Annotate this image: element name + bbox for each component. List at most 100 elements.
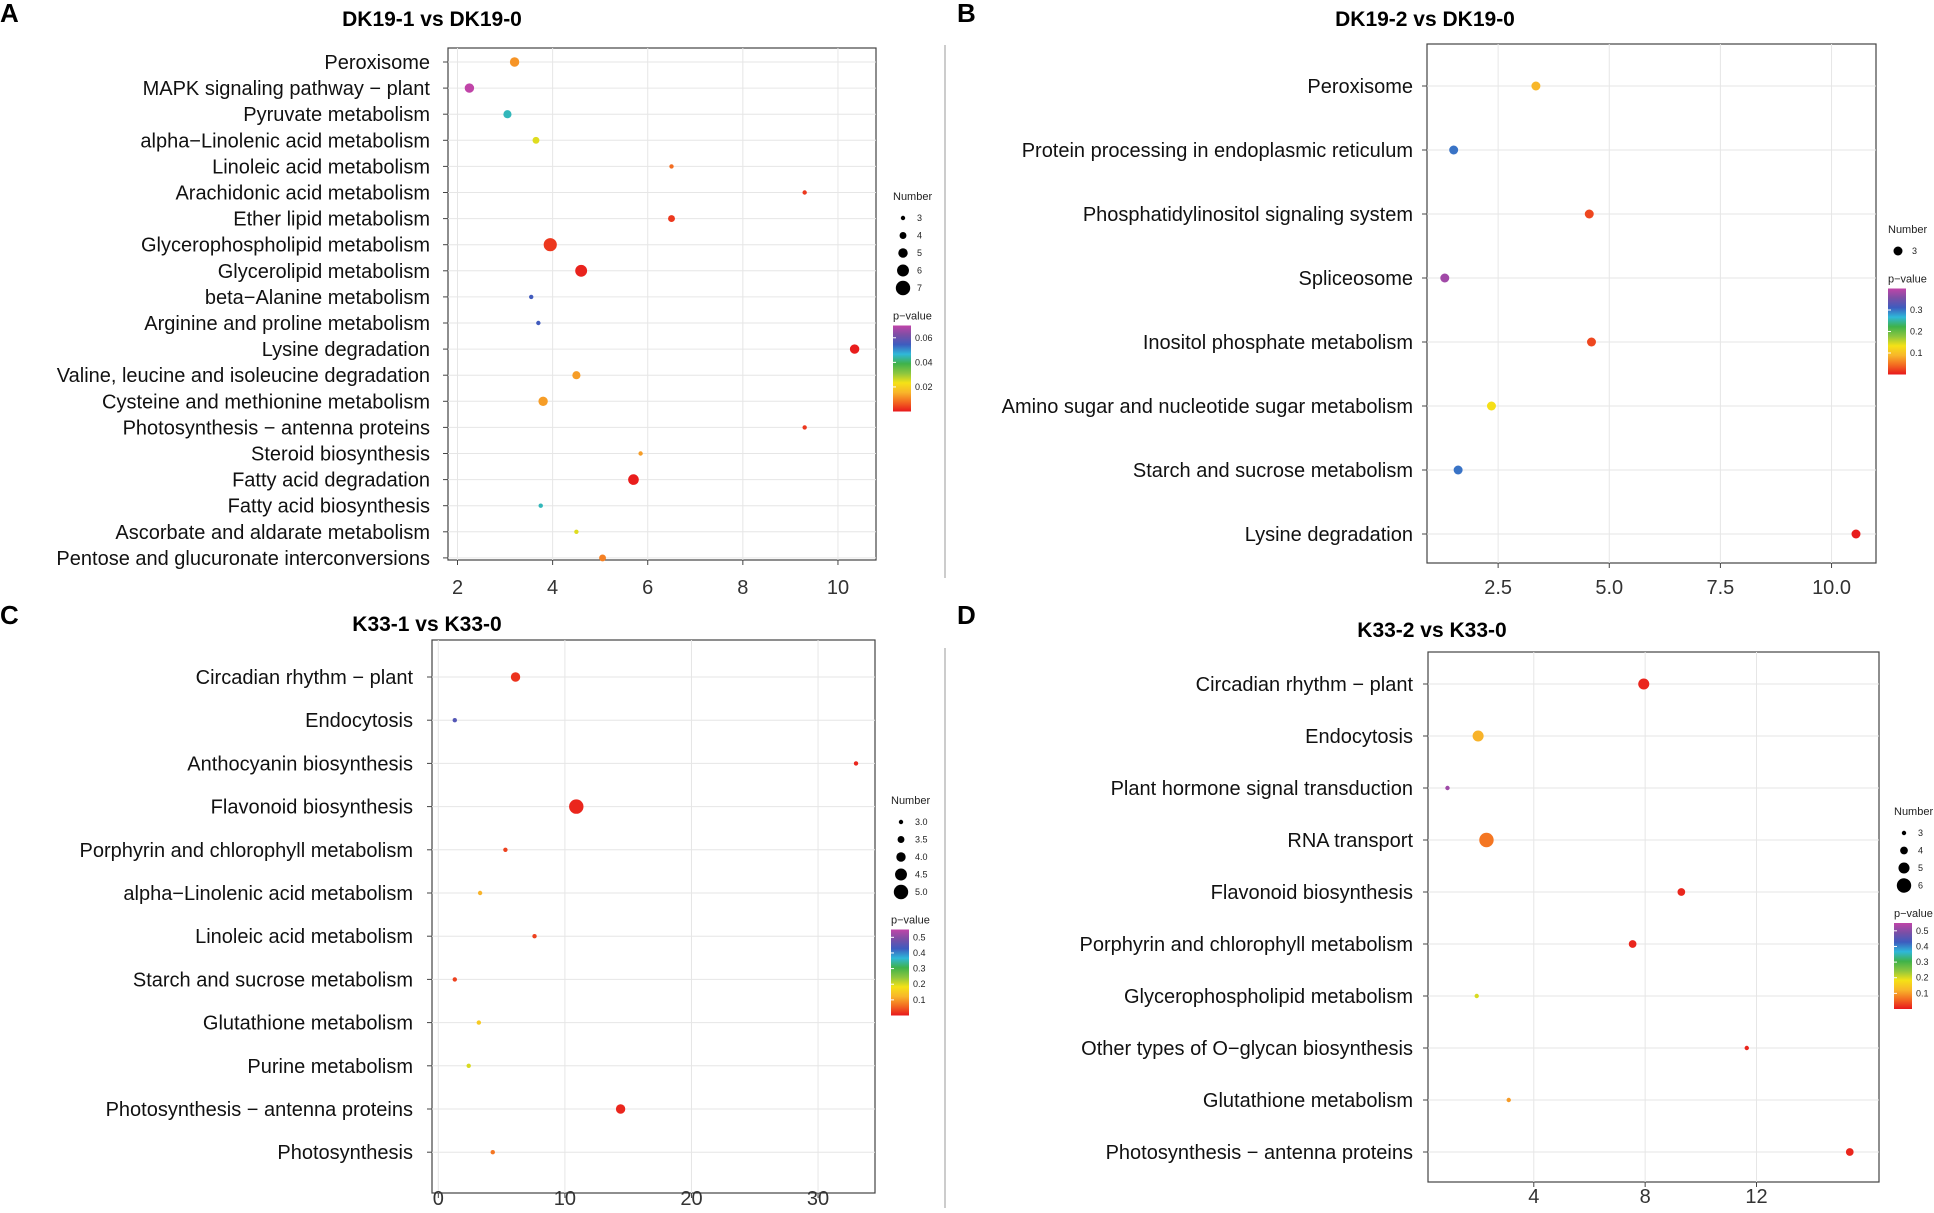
legend-number-label: 6 — [1918, 881, 1923, 891]
category-label: Purine metabolism — [247, 1056, 413, 1078]
legend-number-label: 3.0 — [915, 817, 928, 827]
x-tick-label: 12 — [1745, 1186, 1767, 1208]
legend-number-dot — [896, 852, 906, 862]
data-point — [1744, 1045, 1749, 1051]
category-label: Fatty acid biosynthesis — [228, 496, 430, 518]
data-point — [802, 190, 807, 195]
legend-pvalue-label: 0.2 — [913, 979, 926, 989]
x-tick-label: 10 — [827, 577, 849, 599]
legend-number-label: 7 — [917, 283, 922, 293]
legend-number-label: 4 — [917, 231, 922, 241]
legend-pvalue-title: p−value — [891, 915, 930, 927]
legend-number-label: 3 — [1918, 828, 1923, 838]
category-label: Pyruvate metabolism — [243, 104, 430, 126]
legend-number-dot — [1898, 862, 1910, 874]
legend-pvalue-label: 0.2 — [1910, 327, 1923, 337]
data-point — [853, 761, 859, 766]
category-label: Arginine and proline metabolism — [144, 313, 430, 335]
category-label: Arachidonic acid metabolism — [175, 183, 430, 205]
data-point — [1851, 529, 1861, 539]
legend-pvalue-colorbar — [891, 929, 909, 1016]
category-label: Endocytosis — [1305, 726, 1413, 748]
data-point — [532, 136, 540, 144]
legend-pvalue-label: 0.1 — [1916, 988, 1929, 998]
legend-pvalue-colorbar — [1894, 923, 1912, 1009]
category-label: Glycerolipid metabolism — [218, 261, 430, 283]
x-tick-label: 20 — [680, 1188, 702, 1210]
category-label: Porphyrin and chlorophyll metabolism — [80, 840, 414, 862]
x-tick-label: 4 — [1528, 1186, 1539, 1208]
category-label: MAPK signaling pathway − plant — [143, 78, 431, 100]
category-label: Glycerophospholipid metabolism — [1124, 986, 1413, 1008]
category-label: Linoleic acid metabolism — [212, 156, 430, 178]
legend-number-title: Number — [1894, 806, 1933, 818]
legend-number-label: 3.5 — [915, 835, 928, 845]
legend-number-label: 4.5 — [915, 870, 928, 880]
category-label: Peroxisome — [324, 52, 430, 74]
plot-area — [1426, 43, 1877, 564]
data-point — [1474, 993, 1479, 999]
x-tick-label: 8 — [1640, 1186, 1651, 1208]
x-tick-label: 6 — [642, 577, 653, 599]
legend-pvalue-title: p−value — [1894, 908, 1933, 920]
category-label: beta−Alanine metabolism — [205, 287, 430, 309]
category-label: Pentose and glucuronate interconversions — [56, 548, 430, 570]
data-point — [575, 264, 588, 277]
data-point — [452, 718, 457, 723]
category-label: Photosynthesis − antenna proteins — [1106, 1142, 1413, 1164]
category-label: Flavonoid biosynthesis — [211, 797, 413, 819]
category-label: Fatty acid degradation — [232, 470, 430, 492]
data-point — [1677, 888, 1686, 896]
chart-title: K33-1 vs K33-0 — [352, 613, 501, 636]
chart-title: DK19-1 vs DK19-0 — [342, 8, 522, 31]
legend-pvalue-label: 0.1 — [913, 995, 926, 1005]
x-tick-label: 0 — [433, 1188, 444, 1210]
legend-number-dot — [895, 280, 911, 296]
legend-pvalue-title: p−value — [893, 311, 932, 323]
legend-pvalue-colorbar — [1888, 288, 1906, 375]
legend-number-dot — [900, 215, 906, 221]
category-label: Glycerophospholipid metabolism — [141, 235, 430, 257]
data-point — [638, 451, 643, 456]
category-label: Valine, leucine and isoleucine degradati… — [57, 365, 430, 387]
x-tick-label: 2.5 — [1484, 577, 1512, 599]
legend-pvalue-label: 0.5 — [913, 932, 926, 942]
legend-number-title: Number — [891, 795, 930, 807]
legend-number-dot — [1900, 846, 1908, 855]
category-label: Peroxisome — [1307, 76, 1413, 98]
x-tick-label: 30 — [807, 1188, 829, 1210]
panel-b: B DK19-2 vs DK19-0 2.5 5.0 7.5 10.0 Peroxisome… — [957, 0, 1927, 599]
panel-c: C K33-1 vs K33-0 0 10 20 30 Circadian rhythm −… — [0, 600, 930, 1210]
plot-area — [447, 47, 877, 561]
legend-pvalue-label: 0.3 — [913, 964, 926, 974]
panel-d: D K33-2 vs K33-0 4 8 12 Circadian rhythm − pl… — [957, 600, 1933, 1208]
category-label: Inositol phosphate metabolism — [1143, 332, 1413, 354]
data-point — [538, 503, 543, 508]
data-point — [1479, 832, 1494, 848]
legend-number-dot — [898, 819, 904, 825]
legend-pvalue-label: 0.4 — [1916, 941, 1929, 951]
legend-pvalue-label: 0.4 — [913, 948, 926, 958]
data-point — [1638, 678, 1650, 690]
category-label: Plant hormone signal transduction — [1111, 778, 1413, 800]
data-point — [510, 672, 521, 682]
legend-number-dot — [893, 884, 909, 900]
data-point — [574, 529, 579, 534]
data-point — [669, 164, 674, 169]
data-point — [1486, 401, 1496, 411]
legend-number-dot — [895, 868, 907, 881]
category-label: Amino sugar and nucleotide sugar metabol… — [1002, 396, 1413, 418]
category-label: Circadian rhythm − plant — [196, 667, 414, 689]
data-point — [628, 474, 639, 485]
legend-number-label: 3 — [917, 213, 922, 223]
category-label: Glutathione metabolism — [203, 1013, 413, 1035]
legend-number-dot — [898, 248, 908, 258]
category-label: Steroid biosynthesis — [251, 444, 430, 466]
data-point — [1449, 145, 1459, 155]
data-point — [572, 371, 581, 380]
panel-letter: C — [0, 600, 19, 630]
legend-number-label: 6 — [917, 266, 922, 276]
data-point — [464, 83, 475, 93]
legend-number-dot — [897, 836, 905, 843]
